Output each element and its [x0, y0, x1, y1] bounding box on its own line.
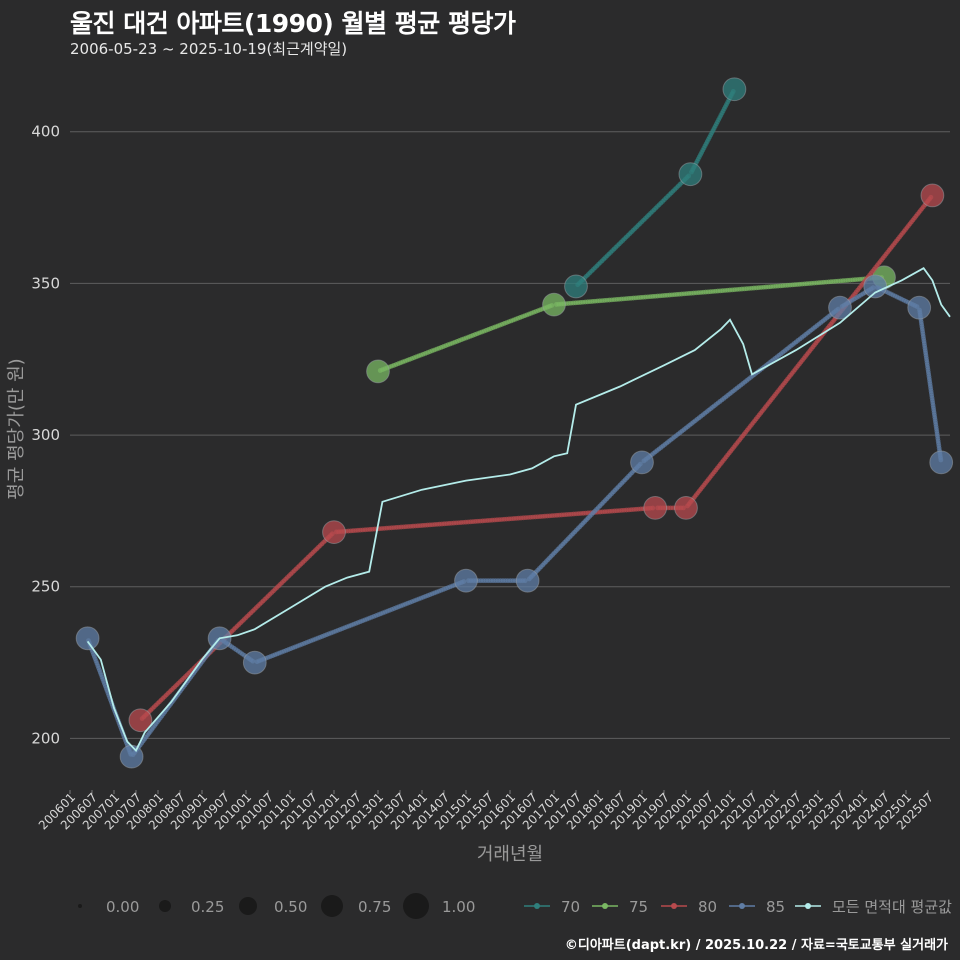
x-axis-title: 거래년월: [477, 844, 543, 865]
series-75-point: [366, 359, 390, 384]
size-legend-dot: [159, 900, 171, 912]
legend-label: 모든 면적대 평균값: [832, 898, 952, 916]
y-tick-label: 250: [31, 578, 60, 596]
series-85-point: [454, 568, 478, 593]
series-70-point: [722, 77, 747, 102]
legend-label: 80: [698, 898, 717, 916]
series-80-point: [920, 183, 945, 208]
legend-label: 85: [766, 898, 785, 916]
y-tick-label: 350: [31, 274, 60, 292]
series-85-point: [907, 295, 932, 320]
series-85-point: [630, 450, 654, 475]
size-legend-label: 0.75: [358, 898, 391, 916]
series-85-point: [119, 744, 144, 769]
legend-key-dot: [671, 903, 677, 909]
size-legend-dot: [321, 895, 343, 917]
series-75-point: [542, 292, 566, 317]
size-legend-dot: [403, 893, 429, 919]
series-85-point: [828, 295, 852, 320]
y-tick-label: 300: [31, 426, 60, 444]
series-85-point: [929, 450, 954, 475]
series-80-point: [674, 495, 698, 520]
series-85-point: [75, 626, 100, 651]
legend-label: 75: [629, 898, 648, 916]
legend-key-dot: [534, 903, 540, 909]
chart-subtitle: 2006-05-23 ~ 2025-10-19(최근계약일): [70, 40, 348, 58]
series-85-point: [863, 274, 888, 299]
size-legend-dot: [239, 897, 257, 915]
series-70-point: [564, 274, 588, 299]
legend-key-dot: [805, 903, 811, 909]
series-70-point: [678, 162, 703, 187]
size-legend-label: 0.50: [274, 898, 307, 916]
y-tick-label: 400: [31, 123, 60, 141]
series-80-point: [643, 495, 668, 520]
size-legend-dot: [78, 904, 82, 908]
size-legend-label: 0.00: [106, 898, 139, 916]
series-80-point: [322, 520, 346, 545]
size-legend-label: 0.25: [191, 898, 224, 916]
source-caption: ©디아파트(dapt.kr) / 2025.10.22 / 자료=국토교통부 실…: [564, 938, 948, 953]
legend-key-dot: [739, 903, 745, 909]
average-line: [86, 267, 951, 753]
y-axis-title: 평균 평당가(만 원): [6, 358, 27, 499]
series-85-point: [242, 650, 267, 675]
y-tick-label: 200: [31, 729, 60, 747]
size-legend-label: 1.00: [442, 898, 475, 916]
legend-key-dot: [602, 903, 608, 909]
series-80-point: [128, 708, 153, 733]
series-85-point: [515, 568, 540, 593]
legend-label: 70: [561, 898, 580, 916]
chart-title: 울진 대건 아파트(1990) 월별 평균 평당가: [70, 9, 516, 38]
